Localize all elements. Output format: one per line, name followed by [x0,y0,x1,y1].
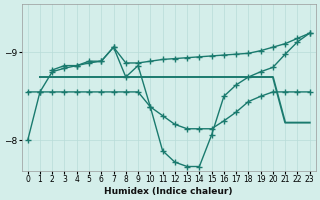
X-axis label: Humidex (Indice chaleur): Humidex (Indice chaleur) [104,187,233,196]
